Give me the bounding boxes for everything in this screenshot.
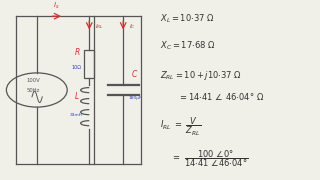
Text: L: L xyxy=(75,93,79,102)
Text: R: R xyxy=(75,48,80,57)
Text: $I_C$: $I_C$ xyxy=(129,22,136,31)
Text: $X_L = 10{\cdot}37\ \Omega$: $X_L = 10{\cdot}37\ \Omega$ xyxy=(160,13,215,25)
Text: $I_{RL}$: $I_{RL}$ xyxy=(95,22,104,31)
Bar xyxy=(84,50,94,78)
Text: 100V: 100V xyxy=(27,78,40,83)
Text: $X_C = 17{\cdot}68\ \Omega$: $X_C = 17{\cdot}68\ \Omega$ xyxy=(160,40,215,52)
Text: C: C xyxy=(132,70,137,79)
Text: $I_{RL}\ =\ \dfrac{V}{Z_{RL}}$: $I_{RL}\ =\ \dfrac{V}{Z_{RL}}$ xyxy=(160,116,201,138)
Text: 50Hz: 50Hz xyxy=(27,88,40,93)
Text: $Z_{RL} = 10 + j10{\cdot}37\ \Omega$: $Z_{RL} = 10 + j10{\cdot}37\ \Omega$ xyxy=(160,69,242,82)
Text: $= 14{\cdot}41\ \angle\ 46{\cdot}04°\ \Omega$: $= 14{\cdot}41\ \angle\ 46{\cdot}04°\ \O… xyxy=(178,91,264,102)
Text: 180μF: 180μF xyxy=(129,96,142,100)
Text: $I_s$: $I_s$ xyxy=(53,1,59,11)
Text: $=\ \dfrac{100\ \angle 0°}{14{\cdot}41\ \angle 46{\cdot}04°}$: $=\ \dfrac{100\ \angle 0°}{14{\cdot}41\ … xyxy=(171,148,249,169)
Text: 10Ω: 10Ω xyxy=(71,65,81,70)
Text: 33mH: 33mH xyxy=(70,113,83,117)
